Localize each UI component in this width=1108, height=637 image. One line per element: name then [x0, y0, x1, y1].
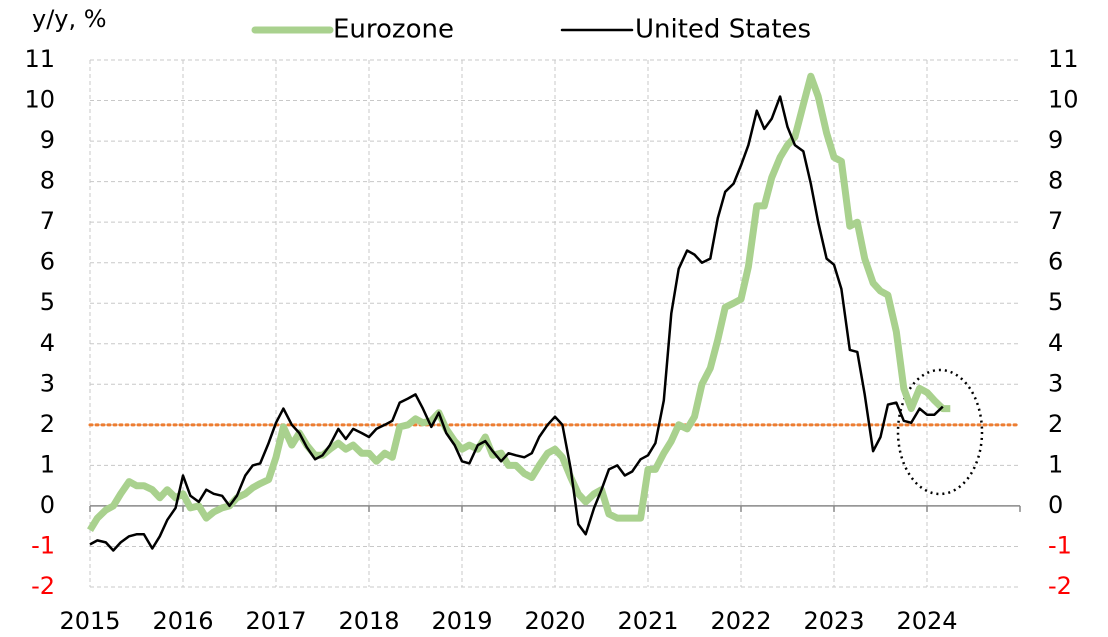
x-tick-label: 2015: [59, 607, 120, 635]
y2-tick-label: 2: [1048, 410, 1063, 438]
y-tick-label: 2: [40, 410, 55, 438]
y2-tick-label: 7: [1048, 207, 1063, 235]
y2-tick-label: 1: [1048, 450, 1063, 478]
x-tick-label: 2016: [152, 607, 213, 635]
y2-tick-label: 0: [1048, 491, 1063, 519]
y2-tick-label: 8: [1048, 167, 1063, 195]
y2-tick-label: -1: [1048, 531, 1072, 559]
x-tick-label: 2017: [245, 607, 306, 635]
y-tick-label: 6: [40, 248, 55, 276]
y2-tick-label: 9: [1048, 126, 1063, 154]
y-tick-label: 3: [40, 369, 55, 397]
y-tick-label: 1: [40, 450, 55, 478]
series-line: [89, 95, 944, 552]
y-tick-label: 10: [24, 86, 55, 114]
y2-tick-label: 3: [1048, 369, 1063, 397]
y2-tick-label: 4: [1048, 329, 1063, 357]
y-tick-label: 0: [40, 491, 55, 519]
x-tick-label: 2023: [803, 607, 864, 635]
y-tick-label: 4: [40, 329, 55, 357]
x-tick-label: 2020: [524, 607, 585, 635]
grid: [89, 59, 1020, 588]
x-tick-label: 2018: [338, 607, 399, 635]
y2-tick-label: 6: [1048, 248, 1063, 276]
x-tick-label: 2024: [896, 607, 957, 635]
y-tick-label: 5: [40, 288, 55, 316]
x-tick-label: 2022: [710, 607, 771, 635]
y2-tick-label: 5: [1048, 288, 1063, 316]
y-tick-label: 8: [40, 167, 55, 195]
y-tick-label: 7: [40, 207, 55, 235]
y-tick-label: -2: [31, 572, 55, 600]
highlight-ellipse: [896, 368, 984, 496]
y-tick-label: -1: [31, 531, 55, 559]
y2-tick-label: 10: [1048, 86, 1079, 114]
y2-tick-label: 11: [1048, 45, 1079, 73]
y-tick-label: 9: [40, 126, 55, 154]
y-axis-label: y/y, %: [32, 5, 107, 33]
y-tick-label: 11: [24, 45, 55, 73]
x-tick-label: 2019: [431, 607, 492, 635]
legend-label: Eurozone: [333, 15, 454, 45]
legend-label: United States: [635, 15, 811, 45]
y2-tick-label: -2: [1048, 572, 1072, 600]
x-tick-label: 2021: [617, 607, 678, 635]
